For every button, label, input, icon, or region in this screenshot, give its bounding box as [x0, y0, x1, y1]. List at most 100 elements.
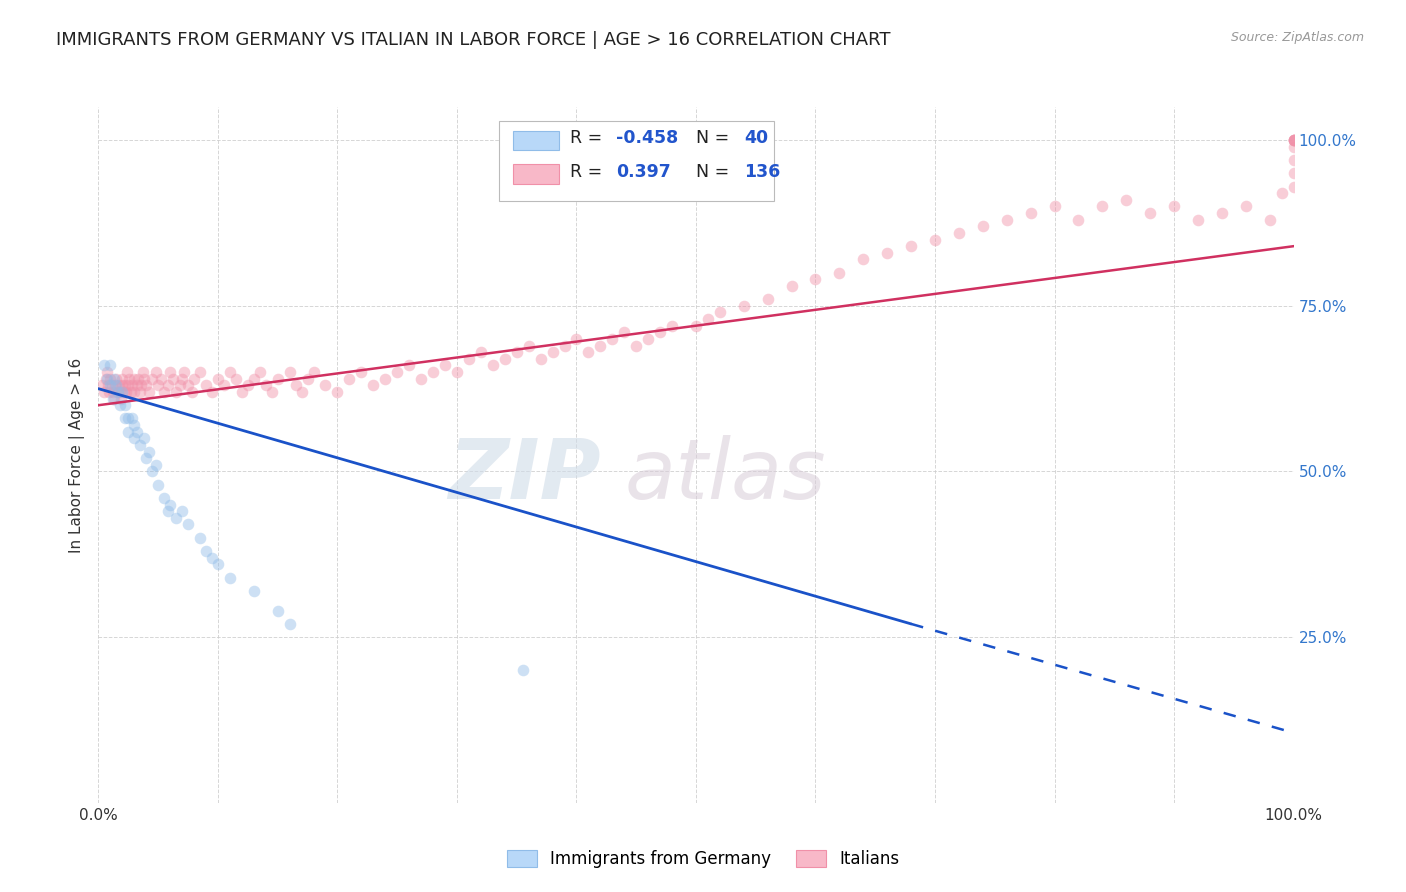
Point: [172, 504, 194, 518]
Point: [127, 372, 149, 386]
Text: N =: N =: [696, 129, 735, 147]
Point: [433, 359, 456, 373]
Point: [125, 425, 148, 439]
Point: [506, 345, 529, 359]
FancyBboxPatch shape: [513, 164, 558, 184]
Point: [1282, 140, 1305, 154]
Point: [159, 498, 181, 512]
Point: [91, 378, 114, 392]
Point: [470, 345, 492, 359]
Point: [302, 365, 325, 379]
Point: [948, 226, 970, 240]
Point: [114, 378, 136, 392]
Point: [458, 351, 481, 366]
Point: [637, 332, 659, 346]
Point: [236, 378, 259, 392]
Point: [101, 392, 124, 406]
Point: [1163, 199, 1185, 213]
Point: [141, 372, 163, 386]
Point: [626, 338, 648, 352]
Point: [602, 332, 624, 346]
Point: [177, 378, 200, 392]
Point: [194, 378, 218, 392]
Point: [315, 378, 337, 392]
Point: [105, 372, 128, 386]
Point: [709, 305, 731, 319]
Point: [804, 272, 827, 286]
Point: [117, 411, 139, 425]
Point: [201, 550, 224, 565]
Point: [135, 451, 157, 466]
Point: [576, 345, 599, 359]
Point: [114, 398, 136, 412]
Point: [98, 372, 122, 386]
Point: [96, 365, 118, 379]
Point: [183, 372, 205, 386]
Point: [1282, 133, 1305, 147]
Point: [613, 326, 636, 340]
Point: [141, 465, 163, 479]
Point: [145, 365, 167, 379]
Point: [135, 378, 157, 392]
Point: [1091, 199, 1114, 213]
Point: [93, 359, 115, 373]
Point: [105, 378, 128, 392]
Point: [565, 332, 588, 346]
Text: 136: 136: [744, 162, 780, 181]
Point: [98, 384, 121, 399]
Point: [350, 365, 373, 379]
Point: [1067, 212, 1090, 227]
Point: [162, 372, 184, 386]
Point: [111, 378, 134, 392]
Text: IMMIGRANTS FROM GERMANY VS ITALIAN IN LABOR FORCE | AGE > 16 CORRELATION CHART: IMMIGRANTS FROM GERMANY VS ITALIAN IN LA…: [56, 31, 891, 49]
Point: [115, 365, 138, 379]
Point: [589, 338, 612, 352]
Point: [104, 378, 127, 392]
Point: [1115, 193, 1137, 207]
Point: [852, 252, 875, 267]
Point: [219, 570, 242, 584]
Point: [111, 384, 134, 399]
Point: [243, 372, 266, 386]
Point: [180, 384, 202, 399]
Point: [876, 245, 898, 260]
Point: [118, 372, 141, 386]
Point: [131, 365, 153, 379]
Point: [108, 384, 131, 399]
Point: [177, 517, 200, 532]
Point: [278, 616, 301, 631]
Point: [297, 372, 319, 386]
Point: [1211, 206, 1233, 220]
Point: [326, 384, 349, 399]
Point: [972, 219, 994, 234]
Point: [733, 299, 755, 313]
Point: [512, 663, 534, 677]
Point: [194, 544, 218, 558]
Point: [243, 583, 266, 598]
Point: [648, 326, 672, 340]
Point: [267, 604, 290, 618]
Point: [481, 359, 505, 373]
Point: [98, 378, 122, 392]
Point: [260, 384, 283, 399]
Point: [517, 338, 540, 352]
Point: [169, 378, 191, 392]
Point: [172, 372, 194, 386]
Point: [159, 365, 181, 379]
Text: N =: N =: [696, 162, 735, 181]
Point: [828, 266, 851, 280]
Point: [207, 558, 229, 572]
Point: [114, 411, 136, 425]
Point: [93, 384, 115, 399]
Point: [153, 491, 176, 505]
Point: [924, 233, 946, 247]
Point: [201, 384, 224, 399]
Point: [1234, 199, 1257, 213]
Text: atlas: atlas: [624, 435, 825, 516]
Point: [249, 365, 271, 379]
Point: [494, 351, 516, 366]
Point: [1282, 166, 1305, 180]
Point: [1139, 206, 1161, 220]
Point: [129, 384, 152, 399]
Point: [219, 365, 242, 379]
